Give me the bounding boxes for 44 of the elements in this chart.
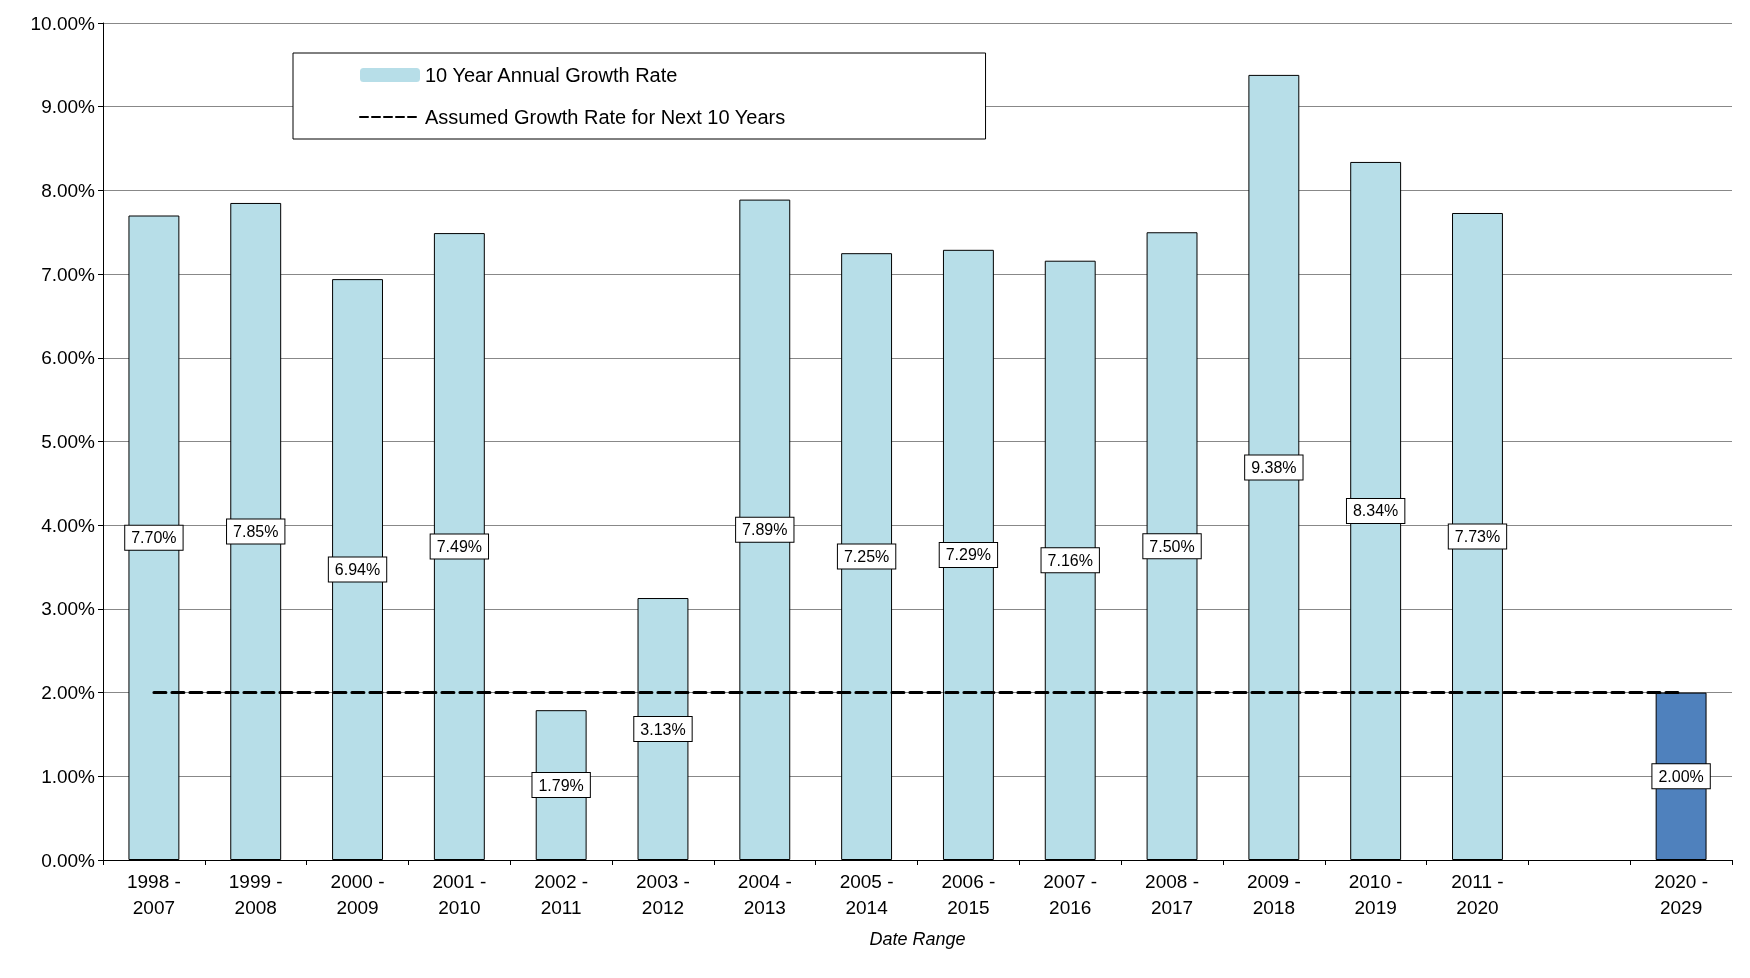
y-tick-label: 4.00% [41, 514, 96, 536]
y-tick-label: 7.00% [41, 263, 96, 285]
y-tick-label: 3.00% [41, 598, 96, 620]
y-tick-label: 2.00% [41, 682, 96, 704]
x-tick-label: 2011 - 2020 [1451, 870, 1504, 918]
x-tick-label: 2001 - 2010 [432, 870, 487, 918]
data-label: 7.73% [1454, 528, 1501, 545]
data-label: 1.79% [538, 776, 584, 794]
x-tick-label: 1998 - 2007 [126, 870, 181, 918]
y-tick-label: 10.00% [30, 12, 96, 34]
data-label: 7.16% [1047, 551, 1093, 569]
data-label: 2.00% [1658, 767, 1704, 785]
data-label: 9.38% [1251, 458, 1297, 476]
y-tick-label: 0.00% [41, 849, 96, 871]
legend-label: 10 Year Annual Growth Rate [425, 64, 678, 86]
x-tick-label: 2008 - 2017 [1145, 870, 1199, 918]
data-label: 7.85% [233, 522, 279, 540]
y-tick-label: 1.00% [41, 765, 96, 787]
x-axis-title: Date Range [869, 929, 966, 949]
y-tick-label: 9.00% [41, 96, 96, 118]
legend-label: Assumed Growth Rate for Next 10 Years [425, 106, 786, 128]
data-label: 7.70% [131, 529, 177, 547]
x-tick-label: 1999 - 2008 [228, 870, 283, 918]
x-tick-label: 2000 - 2009 [330, 870, 385, 918]
data-label: 3.13% [640, 720, 686, 738]
x-tick-label: 2010 - 2019 [1348, 870, 1403, 918]
data-label: 7.25% [843, 548, 890, 566]
x-tick-label: 2020 - 2029 [1654, 870, 1709, 918]
x-tick-label: 2002 - 2011 [534, 870, 589, 918]
data-label: 6.94% [334, 561, 381, 579]
y-tick-label: 6.00% [41, 347, 96, 369]
data-label: 7.29% [945, 546, 992, 564]
x-tick-label: 2005 - 2014 [839, 870, 894, 918]
x-tick-label: 2007 - 2016 [1043, 870, 1098, 918]
data-label: 7.50% [1149, 537, 1195, 555]
y-tick-label: 5.00% [41, 431, 96, 452]
x-tick-label: 2004 - 2013 [737, 870, 792, 918]
data-label: 7.49% [436, 538, 483, 556]
y-tick-label: 8.00% [41, 179, 96, 201]
data-label: 8.34% [1352, 502, 1399, 520]
x-tick-label: 2003 - 2012 [636, 870, 690, 918]
x-tick-label: 2006 - 2015 [941, 870, 996, 918]
x-tick-label: 2009 - 2018 [1246, 870, 1301, 918]
data-label: 7.89% [742, 521, 788, 539]
